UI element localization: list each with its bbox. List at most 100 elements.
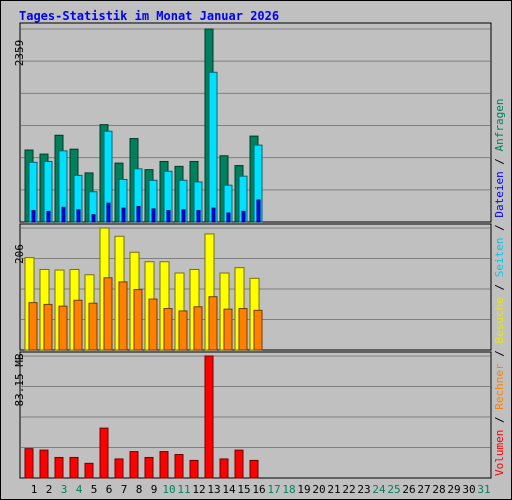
bar-volumen-14 [219,458,229,479]
x-tick-label-22: 22 [342,483,355,496]
bar-dateien-6 [106,202,111,223]
x-tick-label-3: 3 [61,483,68,496]
bar-dateien-5 [91,214,96,223]
bar-volumen-6 [99,427,109,479]
bar-dateien-7 [121,207,126,223]
bar-rechner-5 [88,302,98,351]
bar-dateien-8 [136,205,141,223]
x-tick-label-16: 16 [252,483,265,496]
panel-1: 2359 [13,22,492,223]
x-tick-label-21: 21 [327,483,340,496]
x-tick-label-31: 31 [477,483,490,496]
bar-rechner-12 [193,306,203,351]
bar-dateien-16 [256,199,261,223]
panel-frame [19,351,492,479]
bar-volumen-9 [144,456,154,479]
legend-separator: / [493,344,506,364]
bar-volumen-2 [39,449,49,479]
x-tick-label-5: 5 [91,483,98,496]
bar-dateien-10 [166,210,171,223]
x-tick-label-1: 1 [31,483,38,496]
x-tick-label-30: 30 [462,483,475,496]
x-tick-label-18: 18 [282,483,295,496]
legend-separator: / [493,277,506,297]
bar-rechner-10 [163,308,173,351]
bar-volumen-13 [204,355,214,479]
bar-rechner-1 [28,302,38,351]
panel-max-label: 83.15 MB [13,353,26,406]
x-tick-label-25: 25 [387,483,400,496]
bar-rechner-9 [148,298,158,351]
bar-rechner-2 [43,303,53,351]
chart-title: Tages-Statistik im Monat Januar 2026 [19,9,279,23]
x-tick-label-20: 20 [312,483,325,496]
legend-item-rechner: Rechner [493,363,506,410]
legend-separator: / [493,218,506,238]
legend-item-volumen: Volumen [493,430,506,476]
bar-volumen-7 [114,458,124,479]
panel-3: 83.15 MB [13,351,492,479]
x-tick-label-14: 14 [222,483,236,496]
panel-2: 206 [13,223,492,351]
legend-item-anfragen: Anfragen [493,98,506,151]
legend-separator: / [493,410,506,430]
x-tick-label-6: 6 [106,483,113,496]
bar-dateien-2 [46,210,51,223]
bar-volumen-16 [249,459,259,479]
x-tick-label-9: 9 [151,483,158,496]
bar-volumen-1 [24,448,34,479]
bar-rechner-3 [58,305,68,351]
bar-dateien-13 [211,207,216,223]
bar-dateien-12 [196,210,201,223]
bar-dateien-9 [151,208,156,223]
legend-item-dateien: Dateien [493,171,506,217]
bar-volumen-12 [189,459,199,479]
panel-max-label: 2359 [13,40,26,67]
bar-volumen-10 [159,451,169,479]
bar-rechner-13 [208,296,218,351]
x-tick-label-27: 27 [417,483,430,496]
x-tick-label-26: 26 [402,483,415,496]
bar-rechner-8 [133,289,143,351]
x-tick-label-2: 2 [46,483,53,496]
x-tick-label-12: 12 [192,483,205,496]
bar-dateien-15 [241,210,246,223]
x-tick-label-19: 19 [297,483,310,496]
x-tick-label-17: 17 [267,483,280,496]
bar-dateien-1 [31,210,36,223]
bar-dateien-3 [61,206,66,223]
bar-rechner-6 [103,277,113,351]
x-tick-label-8: 8 [136,483,143,496]
bar-rechner-15 [238,308,248,351]
panel-max-label: 206 [13,244,26,264]
x-tick-labels: 1 2 3 4 5 6 7 8 9 10 11 12 13 14 15 16 17 18 19 20 21 22 23 24 2… [31,483,491,496]
bar-dateien-11 [181,209,186,223]
legend-item-seiten: Seiten [493,238,506,278]
bar-rechner-14 [223,308,233,351]
x-tick-label-24: 24 [372,483,386,496]
bar-volumen-3 [54,456,64,479]
bar-volumen-15 [234,449,244,479]
x-tick-label-10: 10 [162,483,175,496]
legend-separator: / [493,151,506,171]
bar-volumen-11 [174,454,184,479]
bar-rechner-7 [118,281,128,351]
x-tick-label-13: 13 [207,483,220,496]
bar-volumen-8 [129,451,139,479]
x-tick-label-11: 11 [177,483,190,496]
chart-panels: 2359 206 83.15 MB [13,22,492,479]
legend: Volumen / Rechner / Besuche / Seiten / D… [493,98,506,476]
bar-rechner-16 [253,309,263,351]
bar-dateien-4 [76,209,81,223]
x-tick-label-29: 29 [447,483,460,496]
x-tick-label-7: 7 [121,483,128,496]
bar-volumen-5 [84,462,94,479]
bar-rechner-11 [178,310,188,351]
bar-seiten-13 [208,71,218,223]
legend-item-besuche: Besuche [493,297,506,343]
x-tick-label-28: 28 [432,483,445,496]
x-tick-label-4: 4 [76,483,83,496]
bar-rechner-4 [73,299,83,351]
